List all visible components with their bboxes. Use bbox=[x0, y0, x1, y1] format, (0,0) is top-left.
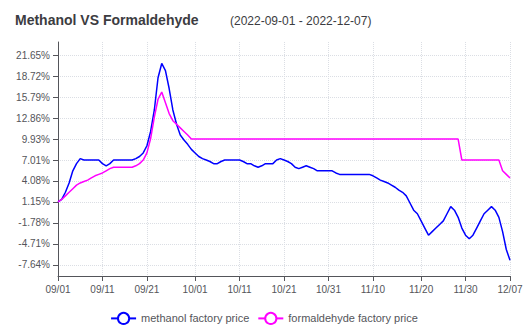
svg-text:12.86%: 12.86% bbox=[16, 113, 50, 124]
svg-text:09/11: 09/11 bbox=[90, 284, 115, 295]
svg-text:4.08%: 4.08% bbox=[22, 175, 50, 186]
svg-text:10/21: 10/21 bbox=[271, 284, 296, 295]
svg-text:11/20: 11/20 bbox=[409, 284, 434, 295]
svg-text:formaldehyde factory price: formaldehyde factory price bbox=[288, 312, 418, 324]
svg-text:methanol factory price: methanol factory price bbox=[141, 312, 249, 324]
svg-text:09/21: 09/21 bbox=[134, 284, 159, 295]
svg-text:15.79%: 15.79% bbox=[16, 92, 50, 103]
svg-text:10/11: 10/11 bbox=[227, 284, 252, 295]
svg-text:10/01: 10/01 bbox=[183, 284, 208, 295]
svg-text:10/31: 10/31 bbox=[316, 284, 341, 295]
svg-text:-4.71%: -4.71% bbox=[18, 238, 50, 249]
svg-text:7.01%: 7.01% bbox=[22, 155, 50, 166]
svg-text:Methanol VS Formaldehyde: Methanol VS Formaldehyde bbox=[15, 12, 199, 28]
svg-text:1.15%: 1.15% bbox=[22, 196, 50, 207]
svg-text:-7.64%: -7.64% bbox=[18, 259, 50, 270]
svg-text:18.72%: 18.72% bbox=[16, 71, 50, 82]
svg-text:-1.78%: -1.78% bbox=[18, 217, 50, 228]
svg-text:21.65%: 21.65% bbox=[16, 50, 50, 61]
svg-text:09/01: 09/01 bbox=[45, 284, 70, 295]
svg-text:12/07: 12/07 bbox=[497, 284, 522, 295]
svg-text:9.93%: 9.93% bbox=[22, 134, 50, 145]
svg-text:11/10: 11/10 bbox=[361, 284, 386, 295]
svg-text:11/30: 11/30 bbox=[453, 284, 478, 295]
svg-text:(2022-09-01 - 2022-12-07): (2022-09-01 - 2022-12-07) bbox=[230, 14, 371, 28]
